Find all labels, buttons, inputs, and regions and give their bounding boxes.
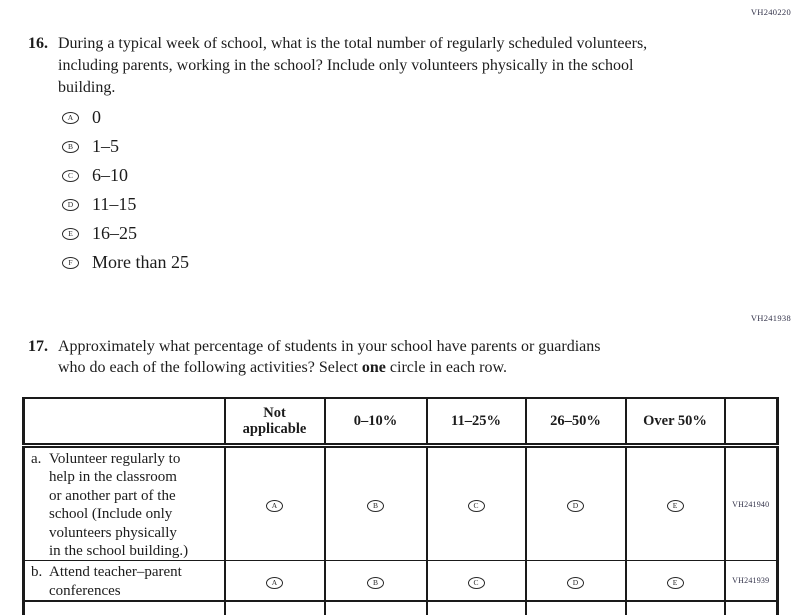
grid-bubble-a-E[interactable]: E	[666, 499, 684, 512]
question-16-text: During a typical week of school, what is…	[58, 33, 647, 99]
question-17: 17. Approximately what percentage of stu…	[28, 336, 601, 378]
question-16: 16. During a typical week of school, wha…	[28, 33, 647, 99]
grid-cell-b-not-applicable: A	[223, 560, 326, 603]
grid-header-code-blank	[723, 397, 779, 448]
grid-cell-a-11-25: C	[425, 445, 527, 562]
grid-row-b-code: VH241939	[723, 560, 779, 603]
option-row-a[interactable]: A 0	[62, 103, 189, 132]
answer-bubble-e[interactable]: E	[62, 227, 79, 240]
grid-row-b-label: b. Attend teacher–parent conferences	[22, 560, 226, 603]
question-17-line2: who do each of the following activities?…	[58, 359, 508, 376]
option-row-e[interactable]: E 16–25	[62, 219, 189, 248]
option-row-c[interactable]: C 6–10	[62, 161, 189, 190]
grid-bubble-b-A[interactable]: A	[266, 576, 283, 589]
grid-row-b: b. Attend teacher–parent conferences A B …	[22, 560, 779, 603]
grid-bubble-b-D[interactable]: D	[567, 576, 584, 589]
question-16-options: A 0 B 1–5 C 6–10 D 11–15 E 16–25 F More …	[62, 103, 189, 277]
form-code-question16: VH240220	[750, 7, 791, 17]
grid-cell-b-over-50: E	[624, 560, 726, 603]
grid-row-cutoff	[22, 601, 779, 615]
grid-bubble-a-C[interactable]: C	[467, 499, 485, 512]
grid-cell-b-26-50: D	[524, 560, 627, 603]
grid-bubble-b-C[interactable]: C	[467, 576, 485, 589]
question-17-grid: Not applicable 0–10% 11–25% 26–50% Over …	[22, 397, 779, 615]
form-code-question17: VH241938	[750, 313, 791, 323]
question-17-number: 17.	[28, 338, 48, 355]
answer-bubble-f[interactable]: F	[62, 256, 79, 269]
question-17-line1: Approximately what percentage of student…	[58, 338, 601, 355]
option-row-d[interactable]: D 11–15	[62, 190, 189, 219]
grid-header-26-50: 26–50%	[524, 397, 627, 448]
answer-bubble-a[interactable]: A	[62, 111, 79, 124]
option-label-c: 6–10	[92, 165, 128, 185]
grid-bubble-a-A[interactable]: A	[266, 499, 283, 512]
answer-bubble-b[interactable]: B	[62, 140, 79, 153]
grid-bubble-a-D[interactable]: D	[567, 499, 584, 512]
grid-header-row: Not applicable 0–10% 11–25% 26–50% Over …	[22, 397, 779, 448]
grid-bubble-a-B[interactable]: B	[367, 499, 384, 512]
question-17-text: Approximately what percentage of student…	[58, 336, 601, 378]
grid-header-not-applicable: Not applicable	[223, 397, 326, 448]
grid-cell-b-11-25: C	[425, 560, 527, 603]
option-label-a: 0	[92, 107, 101, 127]
question-16-line1: During a typical week of school, what is…	[58, 35, 648, 52]
answer-bubble-d[interactable]: D	[62, 198, 79, 211]
emphasis-one: one	[361, 359, 386, 376]
option-label-b: 1–5	[92, 136, 119, 156]
grid-row-a-code: VH241940	[723, 445, 779, 562]
option-label-d: 11–15	[92, 194, 137, 214]
grid-row-a-label: a. Volunteer regularly to help in the cla…	[22, 445, 226, 562]
grid-header-0-10: 0–10%	[323, 397, 428, 448]
grid-cell-a-0-10: B	[323, 445, 428, 562]
grid-bubble-b-B[interactable]: B	[367, 576, 384, 589]
grid-cell-a-over-50: E	[624, 445, 726, 562]
grid-header-over-50: Over 50%	[624, 397, 726, 448]
grid-cell-a-not-applicable: A	[223, 445, 326, 562]
option-row-f[interactable]: F More than 25	[62, 248, 189, 277]
question-16-number: 16.	[28, 35, 48, 52]
grid-header-11-25: 11–25%	[425, 397, 527, 448]
option-label-f: More than 25	[92, 252, 189, 272]
grid-header-blank	[22, 397, 226, 448]
grid-cell-b-0-10: B	[323, 560, 428, 603]
grid-cell-a-26-50: D	[524, 445, 627, 562]
grid-bubble-b-E[interactable]: E	[666, 576, 684, 589]
grid-row-a: a. Volunteer regularly to help in the cla…	[22, 445, 779, 562]
question-16-line3: building.	[58, 79, 116, 96]
question-16-line2: including parents, working in the school…	[58, 57, 634, 74]
option-row-b[interactable]: B 1–5	[62, 132, 189, 161]
answer-bubble-c[interactable]: C	[62, 169, 79, 182]
option-label-e: 16–25	[92, 223, 137, 243]
